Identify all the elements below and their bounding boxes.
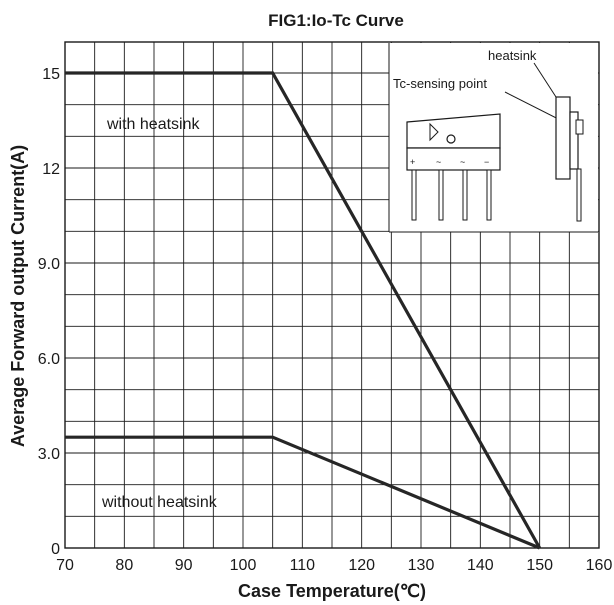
device-side-body — [569, 111, 579, 170]
mounting-hole-icon — [446, 134, 456, 144]
x-tick-label: 90 — [175, 557, 193, 574]
sensing-point-label: Tc-sensing point — [393, 76, 487, 91]
x-axis-label: Case Temperature(℃) — [238, 581, 426, 601]
bridge-body-front — [406, 147, 501, 171]
x-tick-label: 150 — [526, 557, 553, 574]
x-tick-label: 130 — [408, 557, 435, 574]
y-tick-label: 0 — [51, 541, 60, 558]
y-tick-labels: 0 3.0 6.0 9.0 12 15 — [38, 66, 60, 558]
pin-mark-ac1: ~ — [436, 157, 441, 167]
x-tick-label: 100 — [230, 557, 257, 574]
heatsink-label: heatsink — [488, 48, 537, 63]
series-line-without-heatsink — [65, 435, 541, 550]
inset-diagram: heatsink Tc-sensing point + ~ ~ − — [388, 43, 598, 233]
chart-title: FIG1:Io-Tc Curve — [268, 11, 404, 30]
x-tick-label: 140 — [467, 557, 494, 574]
y-axis-label: Average Forward output Current(A) — [8, 145, 28, 447]
lead-4 — [486, 169, 492, 221]
x-tick-label: 110 — [290, 557, 316, 574]
pin-mark-ac2: ~ — [460, 157, 465, 167]
x-tick-label: 120 — [348, 557, 375, 574]
plot-frame — [64, 41, 600, 549]
annotation-with-heatsink: with heatsink — [106, 116, 200, 133]
side-lead — [576, 168, 582, 222]
heatsink-plate — [555, 96, 571, 180]
chamfer-mark-icon — [429, 122, 439, 142]
x-tick-label: 160 — [586, 557, 613, 574]
x-tick-label: 80 — [115, 557, 133, 574]
lead-1 — [411, 169, 417, 221]
y-tick-label: 9.0 — [38, 256, 60, 273]
lead-2 — [438, 169, 444, 221]
y-tick-label: 12 — [42, 161, 60, 178]
x-tick-labels: 70 80 90 100 110 120 130 140 150 160 — [56, 557, 612, 574]
pin-mark-minus: − — [484, 157, 489, 167]
pin-mark-plus: + — [410, 157, 415, 167]
annotation-without-heatsink: without heatsink — [101, 494, 218, 511]
sensing-point-marker — [575, 119, 584, 135]
y-tick-label: 15 — [42, 66, 60, 83]
y-tick-label: 3.0 — [38, 446, 60, 463]
x-tick-label: 70 — [56, 557, 74, 574]
series-group — [65, 71, 542, 550]
series-line-with-heatsink — [65, 71, 542, 549]
lead-3 — [462, 169, 468, 221]
heatsink-leader — [533, 62, 557, 98]
y-tick-label: 6.0 — [38, 351, 60, 368]
